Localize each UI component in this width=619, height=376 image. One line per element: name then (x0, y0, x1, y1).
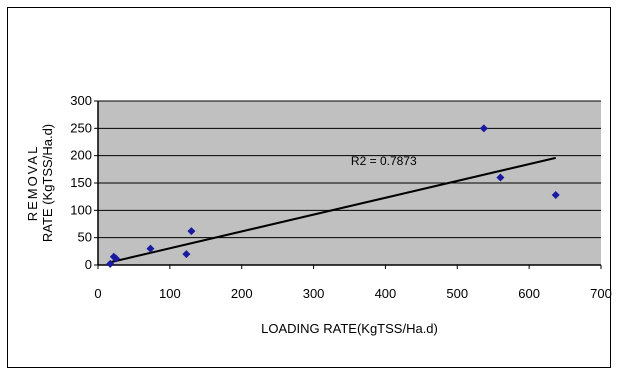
data-point (496, 173, 505, 182)
y-tick-label: 50 (78, 230, 92, 245)
x-axis-title: LOADING RATE(KgTSS/Ha.d) (261, 321, 438, 336)
x-tick-label: 100 (159, 286, 181, 301)
data-point (479, 124, 488, 133)
y-tick-label: 300 (70, 93, 92, 108)
x-tick-label: 700 (590, 286, 612, 301)
y-tick-label: 200 (70, 148, 92, 163)
r-squared-annotation: R2 = 0.7873 (351, 154, 417, 168)
x-tick-label: 300 (303, 286, 325, 301)
y-tick-label: 150 (70, 175, 92, 190)
data-point (106, 259, 115, 268)
trendline (109, 156, 556, 264)
x-tick-label: 200 (231, 286, 253, 301)
y-axis-title-line1: REMOVAL (25, 145, 40, 222)
x-tick-label: 400 (375, 286, 397, 301)
y-tick-label: 0 (85, 257, 92, 272)
data-point (551, 191, 560, 200)
x-tick-label: 600 (518, 286, 540, 301)
data-point (146, 244, 155, 253)
chart-frame (7, 7, 611, 368)
data-point (182, 250, 191, 259)
y-tick-label: 100 (70, 202, 92, 217)
data-points (106, 124, 560, 268)
data-point (187, 227, 196, 236)
data-point (111, 254, 120, 263)
y-tick-labels: 0 50 100 150 200 250 300 (70, 93, 98, 272)
y-tick-label: 250 (70, 120, 92, 135)
x-tick-label: 500 (446, 286, 468, 301)
x-tick-labels: 0 100 200 300 400 500 600 700 (94, 265, 612, 301)
x-tick-label: 0 (94, 286, 101, 301)
y-axis-title-line2: RATE (KgTSS/Ha.d) (40, 124, 55, 242)
